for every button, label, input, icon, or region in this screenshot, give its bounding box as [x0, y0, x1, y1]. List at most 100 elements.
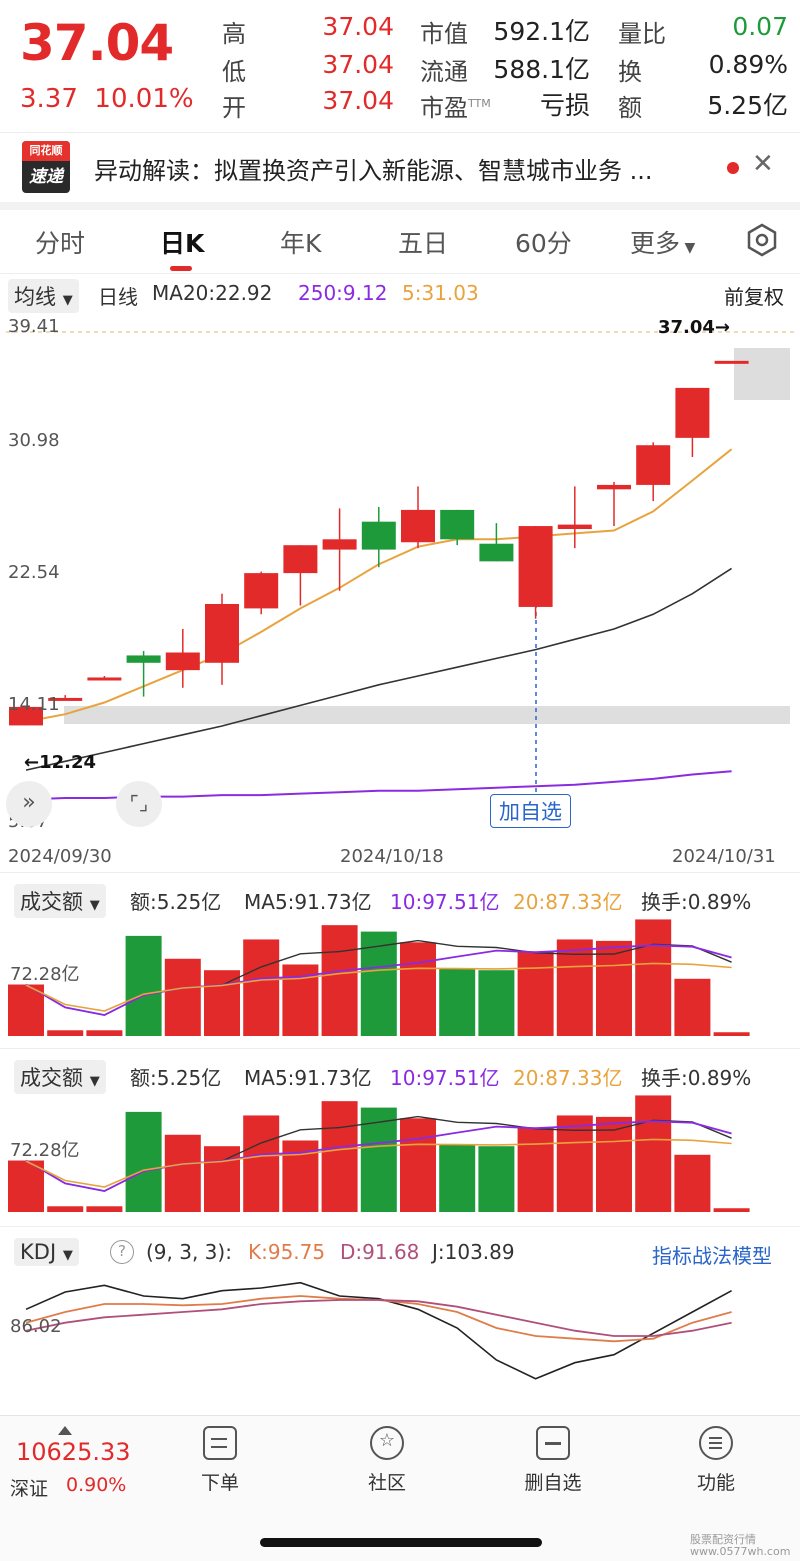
volume-selector-2[interactable]: 成交额 ▼ [14, 1060, 106, 1094]
vol-turnover-2: 换手:0.89% [641, 1066, 752, 1090]
mcap-value: 592.1亿 [493, 17, 590, 46]
candle-body [244, 573, 279, 609]
help-icon[interactable]: ? [110, 1240, 134, 1264]
tab-60min[interactable]: 60分 [515, 229, 572, 258]
volume-bar [321, 1101, 358, 1212]
vol-ma20-1: 20:87.33亿 [513, 890, 623, 914]
volume-ma20-line [25, 1138, 732, 1188]
candle-body [205, 603, 239, 663]
volume-ma10-line [25, 944, 732, 1016]
turnover-label: 换 [618, 58, 642, 86]
watermark: 股票配资行情 www.0577wh.com [690, 1533, 791, 1558]
divider [0, 202, 800, 210]
date-end: 2024/10/31 [672, 846, 776, 867]
nav-community[interactable]: ☆ 社区 [337, 1426, 437, 1495]
ma250-label: 250:9.12 [298, 281, 388, 305]
volume-bar [556, 939, 593, 1036]
y-label-top: 39.41 [8, 316, 60, 337]
add-watchlist-button[interactable]: 加自选 [490, 794, 571, 828]
ma20-label: MA20:22.92 [152, 281, 273, 305]
date-mid: 2024/10/18 [340, 846, 444, 867]
quote-header: 37.04 3.37 10.01% 高 低 开 37.04 37.04 37.0… [0, 0, 800, 132]
index-value[interactable]: 10625.33 [16, 1438, 131, 1466]
vol-ma5-1: MA5:91.73亿 [244, 890, 372, 914]
volume-bar [164, 958, 201, 1036]
y-label-2: 30.98 [8, 430, 60, 451]
indicator-strategy-link[interactable]: 指标战法模型 [652, 1244, 772, 1268]
volratio-label: 量比 [618, 20, 666, 48]
document-icon [203, 1426, 237, 1460]
high-label: 高 [222, 20, 246, 48]
ma5-label: 5:31.03 [402, 281, 479, 305]
tab-daily-k[interactable]: 日K [160, 229, 205, 258]
candle-body [9, 706, 43, 726]
up-arrow-icon [58, 1426, 72, 1435]
min-price-marker: ←12.24 [24, 752, 97, 773]
candlestick-chart[interactable] [0, 310, 800, 840]
volume-bar [243, 939, 280, 1036]
price-change: 3.37 10.01% [20, 84, 194, 114]
tab-more[interactable]: 更多 ▼ [630, 229, 696, 258]
tab-yearly-k[interactable]: 年K [280, 229, 322, 258]
kdj-params: (9, 3, 3): [146, 1240, 232, 1264]
volume-bar [8, 1160, 44, 1212]
open-value: 37.04 [322, 86, 394, 115]
volume-bar [47, 1030, 84, 1036]
vol-turnover-1: 换手:0.89% [641, 890, 752, 914]
volume-bar [556, 1115, 593, 1212]
future-range-box [734, 348, 790, 400]
crop-icon[interactable]: ⌜⌟ [116, 781, 162, 827]
nav-order[interactable]: 下单 [170, 1426, 270, 1495]
expand-icon[interactable]: » [6, 781, 52, 827]
volume-bar [8, 984, 44, 1036]
open-label: 开 [222, 94, 246, 122]
settings-icon[interactable] [744, 222, 780, 262]
pe-value: 亏损 [539, 91, 590, 120]
kdj-d: D:91.68 [340, 1240, 420, 1264]
kdj-j-line [25, 1281, 732, 1380]
vol-ma10-1: 10:97.51亿 [390, 890, 500, 914]
tab-five-day[interactable]: 五日 [398, 229, 449, 258]
close-icon[interactable]: ✕ [752, 149, 774, 179]
adjust-toggle[interactable]: 前复权 [724, 285, 784, 309]
tab-intraday[interactable]: 分时 [35, 229, 86, 258]
mcap-label: 市值 [420, 20, 468, 48]
amount-value: 5.25亿 [707, 91, 788, 120]
news-headline[interactable]: 异动解读：拟置换资产引入新能源、智慧城市业务 ... [94, 157, 653, 185]
candle-body [126, 655, 161, 663]
ma5-line [25, 448, 733, 723]
pe-label: 市盈TTM [420, 88, 491, 123]
volume-bar [517, 951, 554, 1036]
volume-bar [125, 935, 162, 1036]
index-name: 深证 [10, 1478, 49, 1500]
candle-body [361, 521, 396, 550]
volume-bar [204, 970, 240, 1036]
news-banner[interactable]: 同花顺 速递 异动解读：拟置换资产引入新能源、智慧城市业务 ... ✕ [0, 132, 800, 202]
kdj-selector[interactable]: KDJ ▼ [14, 1238, 79, 1266]
kdj-k: K:95.75 [248, 1240, 326, 1264]
volume-bar [635, 1095, 672, 1212]
volume-selector-1[interactable]: 成交额 ▼ [14, 884, 106, 918]
turnover-value: 0.89% [708, 50, 788, 79]
candle-body [675, 387, 710, 438]
home-indicator [260, 1538, 542, 1547]
volume-bar [47, 1206, 84, 1212]
candle-body [165, 652, 200, 671]
volume-bar [125, 1111, 162, 1212]
index-pct: 0.90% [66, 1474, 127, 1496]
ma-selector[interactable]: 均线 ▼ [8, 279, 79, 313]
volume-chart-1 [8, 919, 750, 1036]
volume-bar [86, 1206, 123, 1212]
period-label: 日线 [98, 285, 138, 309]
volume-bar [713, 1032, 750, 1036]
kdj-d-line [25, 1299, 732, 1337]
volume-bar [478, 970, 515, 1036]
volume-bar [360, 1107, 397, 1212]
volume-bar [517, 1127, 554, 1212]
candle-body [401, 509, 435, 543]
candle-body [48, 697, 83, 701]
y-label-4: 14.11 [8, 694, 60, 715]
nav-remove-watchlist[interactable]: 删自选 [503, 1426, 603, 1495]
candle-body [479, 543, 514, 562]
nav-functions[interactable]: 功能 [666, 1426, 766, 1495]
